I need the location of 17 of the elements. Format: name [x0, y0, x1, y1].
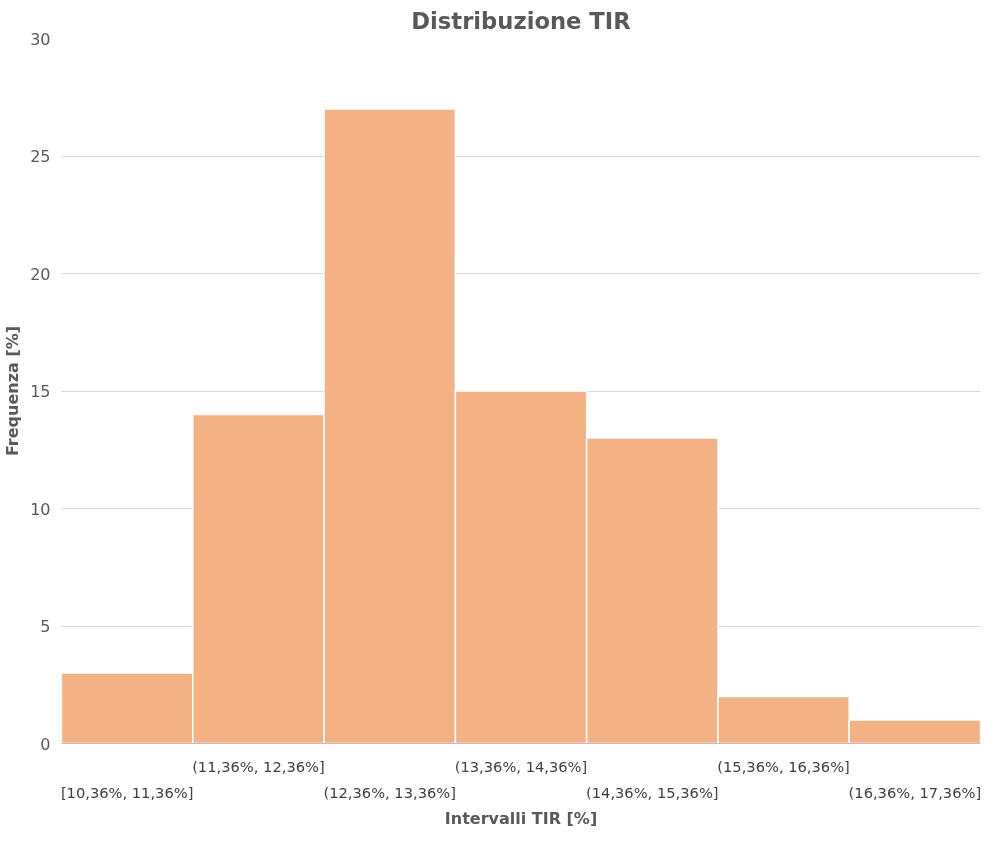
x-tick-label: [10,36%, 11,36%]	[60, 783, 194, 801]
y-tick-label: 25	[30, 147, 51, 166]
x-tick-label: (15,36%, 16,36%]	[717, 757, 850, 775]
x-tick-label: (14,36%, 15,36%]	[586, 783, 719, 801]
y-tick-label: 15	[30, 382, 51, 401]
chart-title: Distribuzione TIR	[411, 7, 631, 34]
y-tick-label: 10	[30, 499, 51, 519]
x-tick-label: (13,36%, 14,36%]	[454, 757, 588, 775]
x-tick-label: (12,36%, 13,36%]	[323, 783, 456, 801]
x-axis-title: Intervalli TIR [%]	[444, 808, 598, 828]
x-tick-label: (16,36%, 17,36%]	[848, 783, 982, 801]
y-tick-label: 5	[40, 617, 51, 636]
y-tick-label: 30	[30, 29, 51, 49]
y-tick-label: 20	[30, 264, 51, 284]
x-tick-label: (11,36%, 12,36%]	[192, 757, 325, 775]
y-tick-label: 0	[40, 734, 51, 754]
y-axis-title: Frequenza [%]	[3, 325, 23, 457]
